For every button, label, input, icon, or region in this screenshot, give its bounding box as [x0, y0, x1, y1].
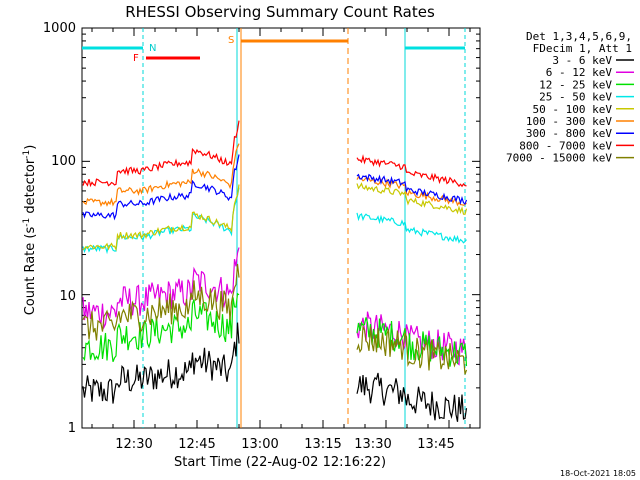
footer-date: 18-Oct-2021 18:05 [560, 469, 636, 478]
series-line-8-seg1 [356, 324, 468, 375]
series-line-2-seg0 [82, 292, 240, 363]
series-line-8-seg0 [82, 263, 240, 341]
flag-label-f: F [133, 53, 139, 64]
series-line-0-seg1 [356, 372, 468, 422]
plot-layer [82, 28, 480, 429]
flag-label-s: S [228, 35, 234, 46]
legend-label-0: 3 - 6 keV [552, 54, 612, 67]
legend-label-8: 7000 - 15000 keV [506, 152, 612, 165]
series-line-0-seg0 [82, 322, 240, 404]
legend-label-4: 50 - 100 keV [533, 103, 613, 116]
series-line-3-seg1 [356, 212, 467, 244]
x-tick-1300: 13:00 [241, 437, 278, 452]
legend-label-1: 6 - 12 keV [546, 66, 613, 79]
legend-label-3: 25 - 50 keV [539, 91, 612, 104]
y-tick-1: 1 [68, 421, 76, 436]
y-axis-label: Count Rate (s-1 detector-1) [22, 145, 38, 316]
legend: Det 1,3,4,5,6,9, FDecim 1, Att 1 3 - 6 k… [506, 30, 634, 165]
series-line-7-seg0 [82, 120, 240, 188]
legend-label-7: 800 - 7000 keV [519, 139, 612, 152]
series-line-1-seg0 [82, 247, 240, 330]
series-line-4-seg0 [82, 184, 240, 252]
x-tick-1345: 13:45 [417, 437, 454, 452]
x-tick-1330: 13:30 [354, 437, 391, 452]
legend-header-1: Det 1,3,4,5,6,9, [526, 30, 632, 43]
y-tick-10: 10 [59, 289, 76, 304]
y-tick-100: 100 [51, 154, 76, 169]
flag-label-n: N [149, 43, 156, 54]
y-tick-1000: 1000 [43, 21, 76, 36]
legend-label-2: 12 - 25 keV [539, 78, 612, 91]
x-tick-1245: 12:45 [178, 437, 215, 452]
series-line-6-seg1 [356, 173, 468, 206]
y-tick-labels: 1 10 100 1000 [43, 21, 76, 436]
series-line-6-seg0 [82, 154, 240, 221]
legend-label-6: 300 - 800 keV [526, 127, 612, 140]
x-tick-labels: 12:30 12:45 13:00 13:15 13:30 13:45 [115, 437, 454, 452]
x-tick-1230: 12:30 [115, 437, 152, 452]
legend-header-2: FDecim 1, Att 1 [533, 42, 632, 55]
x-axis-label: Start Time (22-Aug-02 12:16:22) [174, 455, 386, 470]
x-tick-1315: 13:15 [304, 437, 341, 452]
series-line-1-seg1 [356, 311, 468, 366]
chart-title: RHESSI Observing Summary Count Rates [125, 3, 435, 21]
series-line-4-seg1 [356, 182, 468, 215]
series-line-5-seg1 [356, 175, 467, 207]
legend-label-5: 100 - 300 keV [526, 115, 612, 128]
series-line-7-seg1 [356, 154, 467, 188]
series-line-5-seg0 [82, 143, 240, 208]
